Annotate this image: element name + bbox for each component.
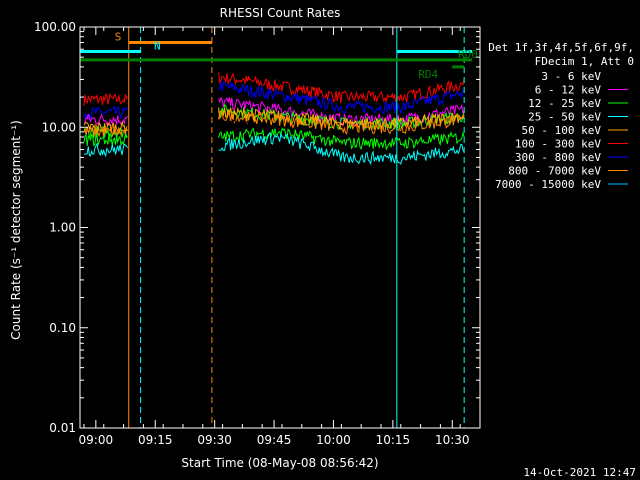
series-line-b-1: [218, 80, 465, 115]
chart-title: RHESSI Count Rates: [220, 6, 341, 20]
series-line-a-1: [83, 105, 128, 120]
timestamp: 14-Oct-2021 12:47: [523, 466, 636, 479]
legend-entry-label-0: 3 - 6 keV: [541, 70, 601, 83]
y-axis-label: Count Rate (s⁻¹ detector segment⁻¹): [9, 120, 23, 340]
legend-entry-label-1: 6 - 12 keV: [535, 84, 602, 97]
x-tick-label-1: 09:15: [138, 433, 173, 447]
x-tick-label-5: 10:15: [376, 433, 411, 447]
y-tick-label-0: 0.01: [49, 421, 76, 435]
y-tick-label-4: 100.00: [34, 20, 76, 34]
y-tick-label-1: 0.10: [49, 321, 76, 335]
plot-area: S N RD0 RD4 0.01 0.10 1.00 10.00 100.00 09:00 09:1…: [34, 20, 481, 447]
state-bar-label-4: RD4: [418, 68, 438, 81]
x-tick-label-0: 09:00: [79, 433, 114, 447]
series-line-a-8: [83, 142, 128, 158]
plot-frame: [79, 26, 481, 429]
x-tick-label-4: 10:00: [316, 433, 351, 447]
y-tick-label-2: 1.00: [49, 221, 76, 235]
x-tick-label-3: 09:45: [257, 433, 292, 447]
x-tick-label-2: 09:30: [197, 433, 232, 447]
legend-entry-label-5: 100 - 300 keV: [515, 138, 601, 151]
state-bar-label-0: S: [115, 31, 122, 44]
legend-header-1: FDecim 1, Att 0: [535, 55, 634, 68]
series-line-b-8: [218, 131, 465, 166]
legend-entry-label-7: 800 - 7000 keV: [508, 165, 601, 178]
legend-entry-label-2: 12 - 25 keV: [528, 97, 601, 110]
legend-entry-label-6: 300 - 800 keV: [515, 151, 601, 164]
state-bar-label-1: N: [154, 39, 161, 52]
state-bar-label-3: RD0: [458, 48, 478, 61]
series-line-a-5: [83, 125, 128, 138]
x-tick-label-6: 10:30: [435, 433, 470, 447]
series-line-a-2: [83, 113, 128, 127]
series-line-b-4: [218, 107, 465, 130]
x-axis-label: Start Time (08-May-08 08:56:42): [181, 456, 378, 470]
series-line-a-0: [83, 92, 128, 106]
series-line-b-5: [218, 109, 465, 135]
legend-entry-label-3: 25 - 50 keV: [528, 111, 601, 124]
y-tick-label-3: 10.00: [42, 120, 76, 134]
legend-entry-label-4: 50 - 100 keV: [522, 124, 602, 137]
legend-entry-label-8: 7000 - 15000 keV: [495, 178, 601, 191]
series-line-a-7: [83, 133, 128, 147]
legend: Det 1f,3f,4f,5f,6f,9f,FDecim 1, Att 0 3 -…: [488, 41, 634, 191]
legend-header-0: Det 1f,3f,4f,5f,6f,9f,: [488, 41, 634, 54]
series-line-b-7: [218, 127, 465, 151]
